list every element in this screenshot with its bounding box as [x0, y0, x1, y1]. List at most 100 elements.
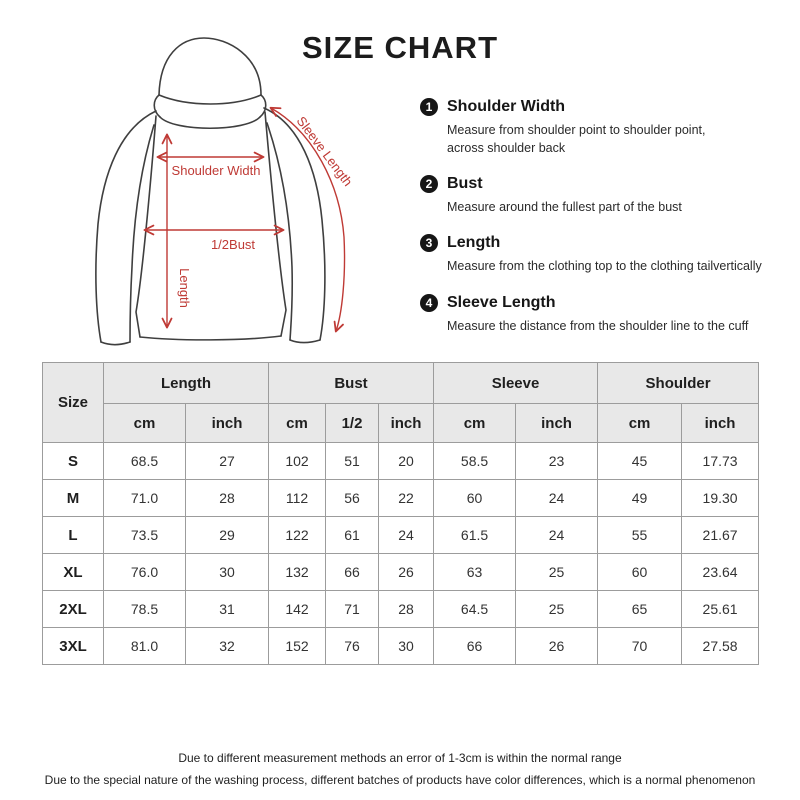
table-row: M 71.0 28 112 56 22 60 24 49 19.30 [42, 479, 760, 517]
hoodie-measurement-diagram: Shoulder Width 1/2Bust Length Sleeve Len… [95, 37, 356, 346]
page-title: SIZE CHART [302, 30, 498, 65]
table-row: 3XL 81.0 32 152 76 30 66 26 70 27.58 [42, 627, 760, 665]
unit-header: inch [515, 403, 599, 443]
value-cell: 27 [185, 442, 269, 480]
unit-header: inch [377, 403, 435, 443]
value-cell: 24 [377, 516, 435, 554]
value-cell: 24 [515, 479, 599, 517]
value-cell: 24 [515, 516, 599, 554]
size-cell: L [42, 516, 104, 554]
size-corner-header: Size [42, 362, 104, 443]
value-cell: 29 [185, 516, 269, 554]
size-cell: S [42, 442, 104, 480]
sleeve-length-arrow [269, 106, 346, 333]
value-cell: 152 [268, 627, 326, 665]
step-number-badge: 2 [420, 175, 438, 194]
value-cell: 32 [185, 627, 269, 665]
step-number-badge: 1 [420, 98, 438, 116]
value-cell: 65 [597, 590, 683, 628]
footnote-measurement-error: Due to different measurement methods an … [178, 751, 622, 765]
value-cell: 20 [377, 442, 435, 480]
size-cell: 2XL [42, 590, 104, 628]
value-cell: 61 [325, 516, 379, 554]
value-cell: 25.61 [681, 590, 760, 628]
instruction-item: 2 Bust Measure around the fullest part of … [420, 175, 788, 216]
value-cell: 23.64 [681, 553, 760, 591]
unit-header: cm [268, 403, 326, 443]
value-cell: 66 [433, 627, 517, 665]
body-right [264, 111, 287, 337]
value-cell: 49 [597, 479, 683, 517]
value-cell: 28 [377, 590, 435, 628]
value-cell: 31 [185, 590, 269, 628]
collar-line [159, 116, 261, 129]
value-cell: 73.5 [103, 516, 186, 554]
value-cell: 64.5 [433, 590, 517, 628]
size-cell: 3XL [42, 627, 104, 665]
body-left [135, 115, 157, 338]
size-table-header: Size Length Bust Sleeve Shoulder cm inch cm 1/2 i… [42, 362, 760, 443]
value-cell: 78.5 [103, 590, 186, 628]
instruction-title: Sleeve Length [447, 293, 556, 311]
unit-header: inch [185, 403, 269, 443]
table-row: 2XL 78.5 31 142 71 28 64.5 25 65 25.61 [42, 590, 760, 628]
instruction-heading: 2 Bust [420, 175, 788, 194]
footnote-color-difference: Due to the special nature of the washing… [44, 773, 756, 787]
instruction-title: Shoulder Width [447, 98, 566, 115]
half-bust-label: 1/2Bust [211, 237, 255, 252]
unit-header: inch [681, 403, 760, 443]
instruction-description: Measure from the clothing top to the clo… [447, 259, 762, 274]
instruction-heading: 4 Sleeve Length [420, 293, 788, 312]
value-cell: 60 [597, 553, 683, 591]
value-cell: 30 [185, 553, 269, 591]
value-cell: 70 [597, 627, 683, 665]
size-table: Size Length Bust Sleeve Shoulder cm inch cm 1/2 i… [42, 362, 760, 665]
value-cell: 68.5 [103, 442, 186, 480]
shoulder-width-label: Shoulder Width [172, 163, 261, 178]
instruction-item: 3 Length Measure from the clothing top to … [420, 234, 788, 275]
sleeve-length-label: Sleeve Length [294, 114, 356, 189]
value-cell: 122 [268, 516, 326, 554]
table-row: XL 76.0 30 132 66 26 63 25 60 23.64 [42, 553, 760, 591]
size-cell: XL [42, 553, 104, 591]
value-cell: 58.5 [433, 442, 517, 480]
unit-header: cm [597, 403, 683, 443]
value-cell: 132 [268, 553, 326, 591]
instruction-heading: 3 Length [420, 234, 788, 253]
hoodie-outline [95, 37, 326, 346]
value-cell: 51 [325, 442, 379, 480]
value-cell: 26 [377, 553, 435, 591]
value-cell: 25 [515, 590, 599, 628]
unit-header: cm [103, 403, 186, 443]
value-cell: 142 [268, 590, 326, 628]
table-row: L 73.5 29 122 61 24 61.5 24 55 21.67 [42, 516, 760, 554]
table-row: S 68.5 27 102 51 20 58.5 23 45 17.73 [42, 442, 760, 480]
step-number-badge: 4 [420, 293, 438, 312]
column-group-header: Bust [267, 362, 435, 404]
column-group-header: Shoulder [597, 362, 760, 404]
size-table-body: S 68.5 27 102 51 20 58.5 23 45 17.73 M 71.0 28 112 56 2… [42, 442, 760, 665]
value-cell: 23 [515, 442, 599, 480]
value-cell: 45 [597, 442, 683, 480]
value-cell: 27.58 [681, 627, 760, 665]
value-cell: 28 [185, 479, 269, 517]
value-cell: 66 [325, 553, 379, 591]
value-cell: 81.0 [103, 627, 186, 665]
value-cell: 60 [433, 479, 517, 517]
size-cell: M [42, 479, 104, 517]
measurement-instructions: 1 Shoulder Width Measure from shoulder poi… [420, 98, 788, 335]
instruction-description: Measure the distance from the shoulder l… [447, 318, 749, 333]
step-number-badge: 3 [420, 234, 438, 253]
hood-outline [158, 37, 262, 96]
unit-header: cm [433, 403, 517, 443]
value-cell: 21.67 [681, 516, 760, 554]
column-group-header: Sleeve [433, 362, 599, 404]
instruction-title: Bust [447, 175, 483, 193]
value-cell: 26 [515, 627, 599, 665]
value-cell: 102 [268, 442, 326, 480]
value-cell: 22 [377, 479, 435, 517]
measurement-annotations [143, 106, 346, 333]
value-cell: 56 [325, 479, 379, 517]
footnotes: Due to different measurement methods an … [0, 747, 800, 791]
